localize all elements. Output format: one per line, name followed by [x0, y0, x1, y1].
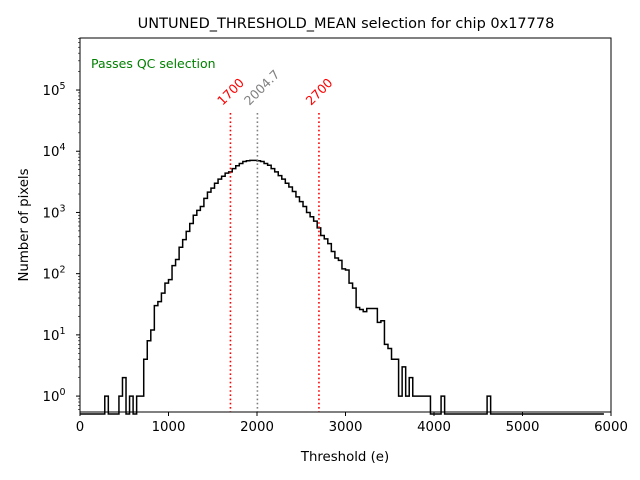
y-tick-label: 105 [43, 81, 66, 99]
chart-title: UNTUNED_THRESHOLD_MEAN selection for chi… [138, 16, 555, 32]
y-tick-label: 102 [43, 265, 66, 283]
x-tick-label: 3000 [329, 420, 363, 435]
y-tick-label: 104 [43, 142, 66, 160]
x-axis-label: Threshold (e) [300, 450, 389, 465]
x-tick-label: 1000 [152, 420, 186, 435]
x-tick-label: 6000 [594, 420, 628, 435]
x-tick-label: 4000 [417, 420, 451, 435]
y-tick-label: 103 [43, 203, 66, 221]
x-tick-label: 2000 [240, 420, 274, 435]
qc-annotation: Passes QC selection [91, 56, 216, 71]
x-tick-label: 0 [76, 420, 84, 435]
x-tick-label: 5000 [506, 420, 540, 435]
y-tick-label: 101 [43, 326, 66, 344]
y-tick-label: 100 [43, 387, 66, 405]
histogram-steps [80, 159, 604, 415]
y-axis-label: Number of pixels [17, 168, 32, 281]
